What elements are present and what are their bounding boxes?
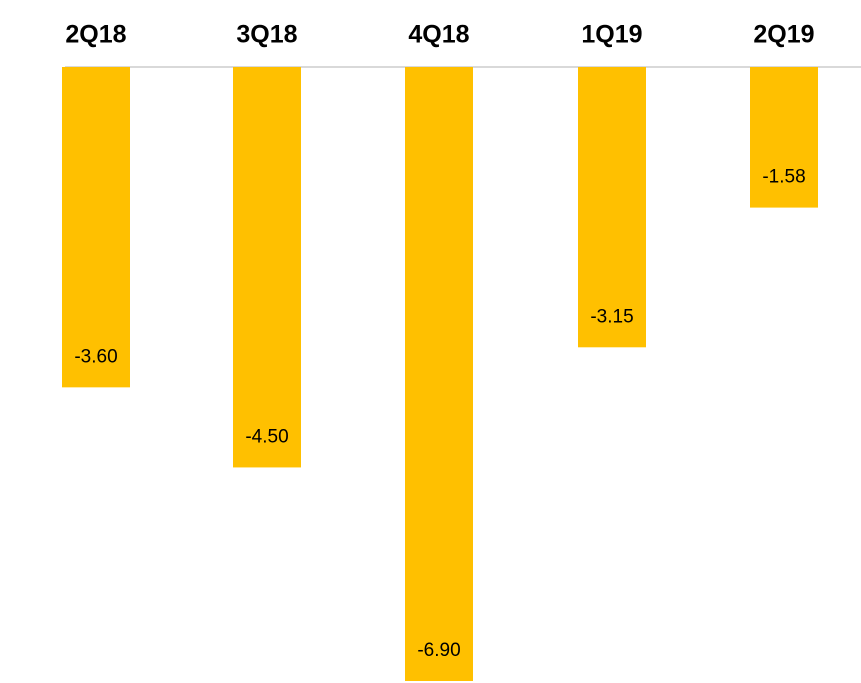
category-label: 2Q19 [753, 21, 814, 49]
data-label: -4.50 [245, 426, 288, 447]
bars-group [62, 67, 818, 681]
bar [62, 67, 130, 388]
category-label: 3Q18 [236, 21, 297, 49]
bar [233, 67, 301, 468]
category-label: 2Q18 [65, 21, 126, 49]
data-label: -1.58 [762, 167, 805, 188]
bar [578, 67, 646, 348]
data-label: -3.15 [590, 306, 633, 327]
data-label: -6.90 [417, 640, 460, 661]
category-label: 1Q19 [581, 21, 642, 49]
bar [405, 67, 473, 681]
labels-group: 2Q18 -3.60 3Q18 -4.50 4Q18 -6.90 1Q19 -3.15 2Q19… [65, 21, 814, 661]
data-label: -3.60 [74, 346, 117, 367]
category-label: 4Q18 [408, 21, 469, 49]
bar [750, 67, 818, 208]
